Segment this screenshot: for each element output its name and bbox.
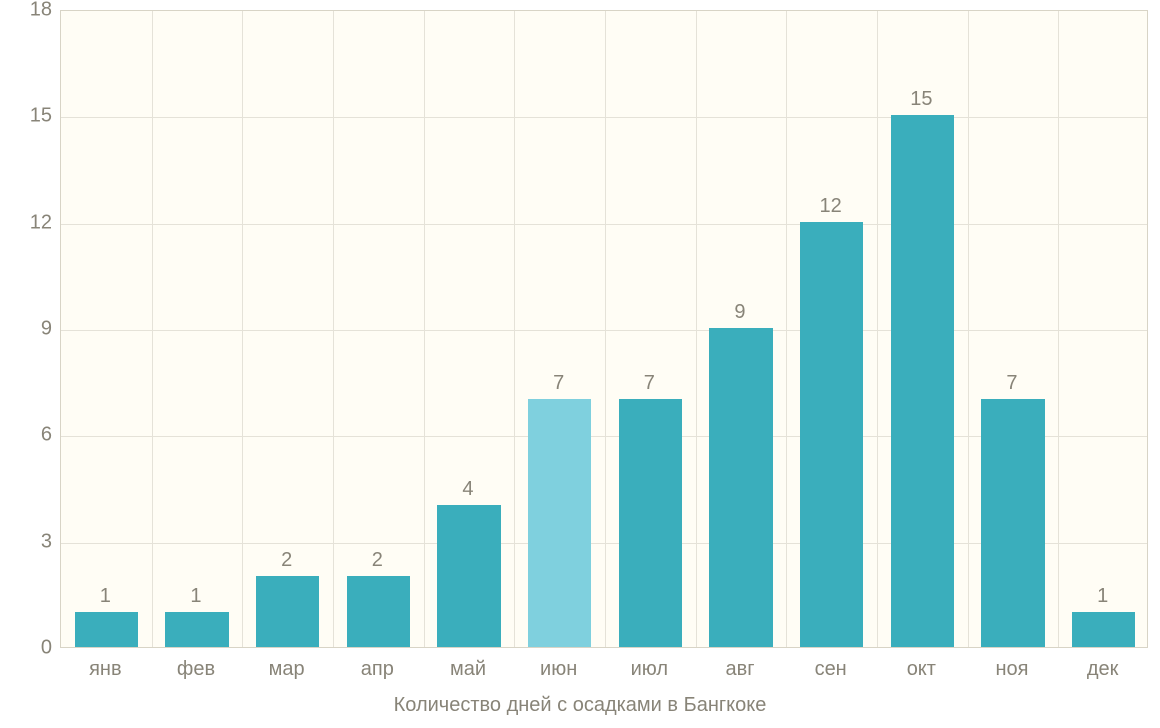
x-tick-label: ноя: [967, 658, 1057, 681]
bar-value-label: 7: [618, 372, 681, 395]
y-tick-label: 0: [12, 637, 52, 660]
bar-value-label: 7: [527, 372, 590, 395]
x-tick-label: янв: [60, 658, 150, 681]
bar-value-label: 9: [708, 301, 771, 324]
gridline-v: [968, 11, 969, 647]
gridline-h: [61, 117, 1147, 118]
bar-дек: [1072, 612, 1135, 647]
y-tick-label: 6: [12, 424, 52, 447]
bar-сен: [800, 222, 863, 647]
x-tick-label: апр: [332, 658, 422, 681]
gridline-v: [786, 11, 787, 647]
bar-янв: [75, 612, 138, 647]
x-tick-label: окт: [876, 658, 966, 681]
bar-value-label: 7: [980, 372, 1043, 395]
bar-value-label: 1: [74, 585, 137, 608]
y-tick-label: 3: [12, 530, 52, 553]
x-tick-label: дек: [1058, 658, 1148, 681]
gridline-v: [605, 11, 606, 647]
bar-мар: [256, 576, 319, 647]
x-tick-label: июн: [514, 658, 604, 681]
y-tick-label: 9: [12, 318, 52, 341]
y-tick-label: 15: [12, 105, 52, 128]
bar-value-label: 1: [1071, 585, 1134, 608]
gridline-h: [61, 224, 1147, 225]
gridline-v: [242, 11, 243, 647]
y-tick-label: 12: [12, 211, 52, 234]
gridline-v: [514, 11, 515, 647]
gridline-v: [152, 11, 153, 647]
gridline-v: [333, 11, 334, 647]
bar-value-label: 12: [799, 195, 862, 218]
bar-ноя: [981, 399, 1044, 647]
bar-value-label: 2: [255, 549, 318, 572]
x-tick-label: авг: [695, 658, 785, 681]
gridline-v: [696, 11, 697, 647]
bar-фев: [165, 612, 228, 647]
gridline-h: [61, 330, 1147, 331]
bar-value-label: 15: [890, 88, 953, 111]
x-tick-label: фев: [151, 658, 241, 681]
rainy-days-chart: 0 3 6 9 12 15 18 1 янв 1 фев 2 мар 2 апр 4 май 7 июн 7 июл 9 а…: [0, 0, 1160, 728]
x-axis-title: Количество дней с осадками в Бангкоке: [0, 694, 1160, 717]
bar-июн: [528, 399, 591, 647]
y-tick-label: 18: [12, 0, 52, 22]
bar-value-label: 2: [346, 549, 409, 572]
plot-area: [60, 10, 1148, 648]
bar-апр: [347, 576, 410, 647]
bar-авг: [709, 328, 772, 647]
x-tick-label: май: [423, 658, 513, 681]
gridline-v: [424, 11, 425, 647]
bar-value-label: 4: [436, 478, 499, 501]
bar-value-label: 1: [164, 585, 227, 608]
gridline-v: [877, 11, 878, 647]
gridline-v: [1058, 11, 1059, 647]
bar-окт: [891, 115, 954, 647]
x-tick-label: июл: [604, 658, 694, 681]
bar-май: [437, 505, 500, 647]
x-tick-label: мар: [242, 658, 332, 681]
bar-июл: [619, 399, 682, 647]
x-tick-label: сен: [786, 658, 876, 681]
